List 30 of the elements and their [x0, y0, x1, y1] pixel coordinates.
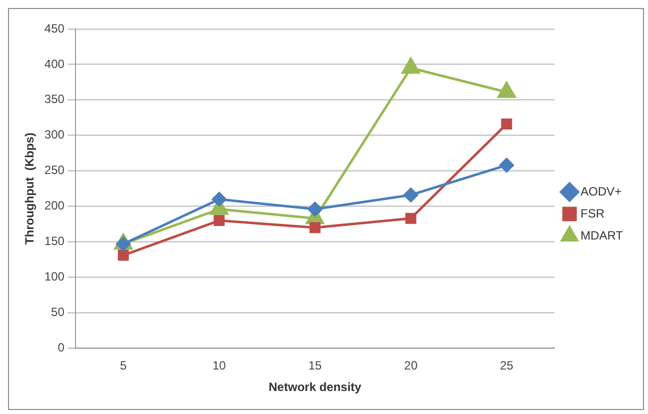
y-tick-label: 300: [44, 128, 65, 142]
point: [404, 188, 418, 202]
y-tick-label: 450: [44, 21, 65, 36]
y-tick-label: 350: [44, 92, 65, 106]
y-tick-label: 150: [44, 234, 65, 248]
x-axis-title: Network density: [268, 380, 362, 394]
x-tick-label: 15: [308, 358, 322, 373]
point: [405, 212, 416, 224]
x-tick-label: 25: [500, 358, 514, 373]
point: [212, 192, 226, 206]
y-tick-label: 100: [44, 270, 65, 284]
y-tick-label: 250: [44, 163, 65, 178]
y-tick-label: 400: [44, 56, 65, 71]
y-tick-label: 200: [44, 198, 65, 213]
point: [309, 222, 320, 234]
x-tick-label: 10: [212, 358, 226, 373]
legend-label: FSR: [580, 206, 605, 220]
point: [308, 202, 322, 216]
point: [498, 82, 516, 98]
y-tick-label: 0: [58, 340, 65, 355]
y-axis-title: Throughput (Kbps): [22, 132, 37, 245]
legend-label: MDART: [580, 228, 624, 242]
y-tick-label: 50: [51, 305, 65, 320]
x-tick-label: 5: [120, 358, 127, 373]
point: [214, 215, 225, 226]
legend-label: AODV+: [580, 184, 622, 198]
x-tick-label: 20: [404, 358, 418, 373]
point: [499, 158, 514, 172]
point: [402, 58, 420, 74]
point: [118, 250, 129, 261]
